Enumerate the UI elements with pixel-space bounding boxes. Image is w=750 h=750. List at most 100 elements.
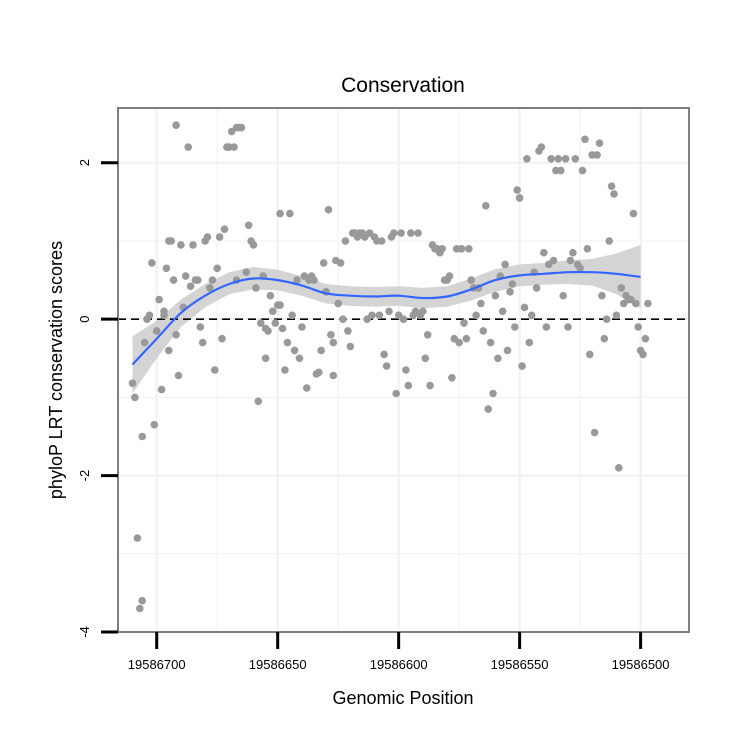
- data-point: [525, 338, 534, 347]
- y-tick-label: -2: [77, 470, 92, 482]
- y-tick-label: 2: [77, 159, 92, 166]
- data-point: [261, 354, 270, 363]
- data-point: [583, 245, 592, 253]
- x-tick-label: 19586500: [612, 657, 670, 672]
- data-point: [472, 311, 480, 320]
- data-point: [414, 229, 422, 237]
- x-tick-label: 19586700: [128, 657, 186, 672]
- data-point: [145, 311, 154, 320]
- data-point: [564, 323, 572, 331]
- data-point: [511, 323, 519, 331]
- panel-border: [117, 107, 690, 633]
- data-point: [286, 209, 294, 218]
- data-point: [213, 264, 221, 273]
- data-point: [399, 315, 408, 324]
- data-point: [554, 155, 563, 163]
- data-point: [276, 301, 284, 309]
- data-point: [203, 233, 212, 241]
- data-point: [407, 229, 415, 237]
- data-point: [600, 334, 609, 343]
- data-point: [295, 354, 304, 363]
- data-point: [598, 291, 606, 300]
- data-point: [445, 272, 454, 280]
- data-point: [612, 311, 621, 320]
- data-point: [404, 381, 413, 390]
- y-axis-title: phyloP LRT conservation scores: [46, 241, 66, 499]
- data-point: [302, 384, 311, 392]
- data-point: [298, 323, 306, 331]
- data-point: [346, 342, 355, 351]
- data-point: [448, 374, 456, 382]
- data-point: [276, 209, 284, 218]
- data-point: [537, 143, 546, 151]
- data-point: [467, 276, 476, 284]
- x-tick-label: 19586650: [249, 657, 307, 672]
- data-point: [242, 268, 250, 277]
- data-point: [327, 331, 335, 339]
- data-point: [602, 315, 611, 324]
- data-point: [634, 323, 642, 331]
- data-point: [455, 338, 463, 347]
- data-point: [498, 307, 507, 316]
- data-point: [607, 182, 616, 190]
- data-point: [515, 194, 524, 202]
- data-point: [462, 334, 471, 343]
- data-point: [402, 366, 410, 374]
- data-point: [218, 334, 226, 343]
- data-point: [288, 311, 297, 320]
- data-point: [486, 338, 495, 347]
- data-point: [610, 190, 618, 198]
- data-point: [186, 282, 195, 291]
- smooth-trend-line: [131, 270, 641, 366]
- data-point: [385, 307, 393, 316]
- x-tick-label: 19586600: [370, 657, 428, 672]
- data-point: [281, 366, 289, 374]
- data-point: [513, 186, 521, 194]
- data-point: [518, 362, 526, 370]
- data-point: [397, 229, 405, 237]
- data-point: [174, 371, 183, 380]
- data-point: [264, 327, 272, 335]
- data-point: [269, 307, 277, 316]
- data-point: [644, 299, 652, 308]
- data-point: [503, 346, 512, 355]
- chart-title: Conservation: [341, 74, 465, 97]
- data-point: [341, 237, 350, 245]
- data-point: [317, 346, 326, 355]
- data-point: [595, 139, 604, 147]
- data-point: [605, 237, 613, 245]
- data-point: [157, 385, 166, 394]
- data-point: [290, 346, 299, 355]
- data-point: [172, 331, 180, 339]
- data-point: [319, 259, 328, 267]
- data-point: [315, 368, 323, 377]
- data-point: [419, 307, 427, 316]
- data-point: [172, 121, 180, 129]
- data-point: [138, 432, 146, 441]
- data-point: [254, 397, 263, 406]
- data-point: [220, 225, 229, 233]
- data-point: [140, 338, 149, 347]
- data-point: [390, 229, 398, 237]
- data-point: [206, 284, 214, 292]
- data-point: [181, 272, 190, 280]
- data-point: [380, 350, 388, 359]
- data-point: [392, 389, 401, 398]
- data-point: [520, 303, 529, 312]
- data-point: [377, 237, 386, 245]
- data-point: [211, 366, 219, 374]
- data-point: [457, 245, 466, 253]
- data-point: [324, 205, 333, 214]
- data-point: [344, 327, 352, 335]
- data-point: [561, 155, 570, 163]
- data-point: [257, 319, 265, 327]
- data-point: [540, 248, 548, 257]
- data-point: [491, 291, 500, 300]
- data-point: [506, 288, 514, 296]
- data-point: [230, 143, 238, 151]
- x-axis-title: Genomic Position: [332, 688, 473, 708]
- data-point: [133, 534, 142, 542]
- data-point: [532, 284, 541, 292]
- data-point: [329, 338, 338, 347]
- data-point: [215, 233, 224, 241]
